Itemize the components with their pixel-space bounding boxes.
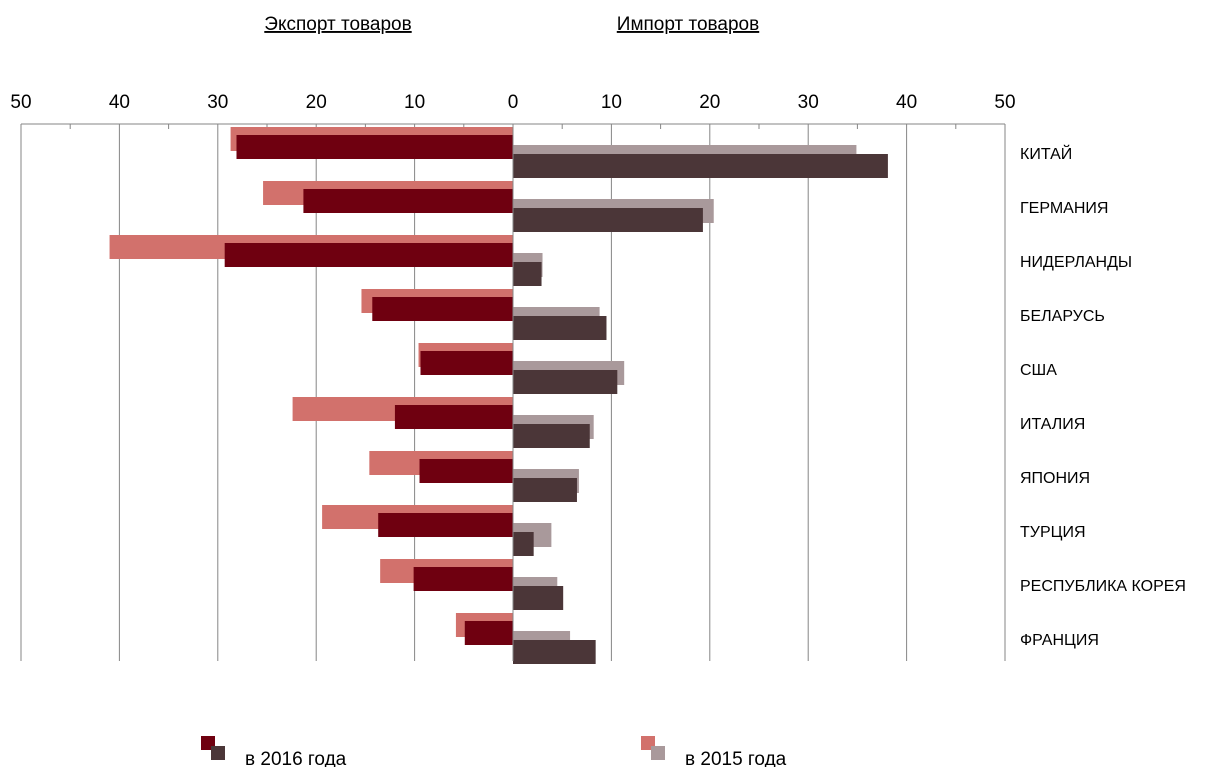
- category-labels: КИТАЙ ГЕРМАНИЯ НИДЕРЛАНДЫ БЕЛАРУСЬ США ИТАЛИЯ…: [1020, 144, 1186, 649]
- category-label: РЕСПУБЛИКА КОРЕЯ: [1020, 578, 1186, 595]
- category-label: США: [1020, 362, 1057, 379]
- import-bar: [513, 262, 542, 286]
- category-label: ГЕРМАНИЯ: [1020, 200, 1108, 217]
- import-bar: [513, 370, 618, 394]
- export-bar: [303, 189, 513, 213]
- import-bar: [513, 586, 564, 610]
- category-label: ЯПОНИЯ: [1020, 470, 1090, 487]
- export-bar: [394, 405, 513, 429]
- legend-label: в 2015 года: [685, 749, 787, 767]
- legend-swatch: [651, 746, 665, 760]
- import-header: Импорт товаров: [617, 14, 759, 35]
- tick-label: 0: [508, 92, 519, 113]
- export-bar: [464, 621, 513, 645]
- category-label: БЕЛАРУСЬ: [1020, 308, 1105, 325]
- import-bar: [513, 478, 577, 502]
- export-header: Экспорт товаров: [264, 14, 411, 35]
- tick-label: 40: [109, 92, 130, 113]
- legend-swatch: [211, 746, 225, 760]
- export-bar: [420, 351, 513, 375]
- import-bar: [513, 316, 607, 340]
- tick-label: 10: [601, 92, 622, 113]
- tick-label: 50: [994, 92, 1015, 113]
- export-bar: [413, 567, 513, 591]
- tick-label: 20: [699, 92, 720, 113]
- import-bar: [513, 154, 888, 178]
- import-bar: [513, 640, 596, 664]
- export-bar: [224, 243, 514, 267]
- value-axis: 50 40 30 20 10 0 10 20 30 40 50: [10, 92, 1016, 129]
- category-label: ИТАЛИЯ: [1020, 416, 1085, 433]
- import-bar: [513, 208, 703, 232]
- export-bar: [419, 459, 513, 483]
- tick-label: 30: [207, 92, 228, 113]
- tick-label: 40: [896, 92, 917, 113]
- export-bar: [236, 135, 513, 159]
- category-label: ФРАНЦИЯ: [1020, 632, 1099, 649]
- bars: [109, 124, 888, 664]
- export-bar: [378, 513, 513, 537]
- tick-label: 10: [404, 92, 425, 113]
- category-label: ТУРЦИЯ: [1020, 524, 1086, 541]
- tick-label: 50: [10, 92, 31, 113]
- import-bar: [513, 424, 590, 448]
- category-label: КИТАЙ: [1020, 144, 1072, 163]
- tick-label: 20: [306, 92, 327, 113]
- category-label: НИДЕРЛАНДЫ: [1020, 254, 1132, 271]
- import-bar: [513, 532, 534, 556]
- tick-label: 30: [798, 92, 819, 113]
- legend: в 2016 года в 2015 года: [201, 736, 787, 767]
- legend-label: в 2016 года: [245, 749, 347, 767]
- export-bar: [372, 297, 513, 321]
